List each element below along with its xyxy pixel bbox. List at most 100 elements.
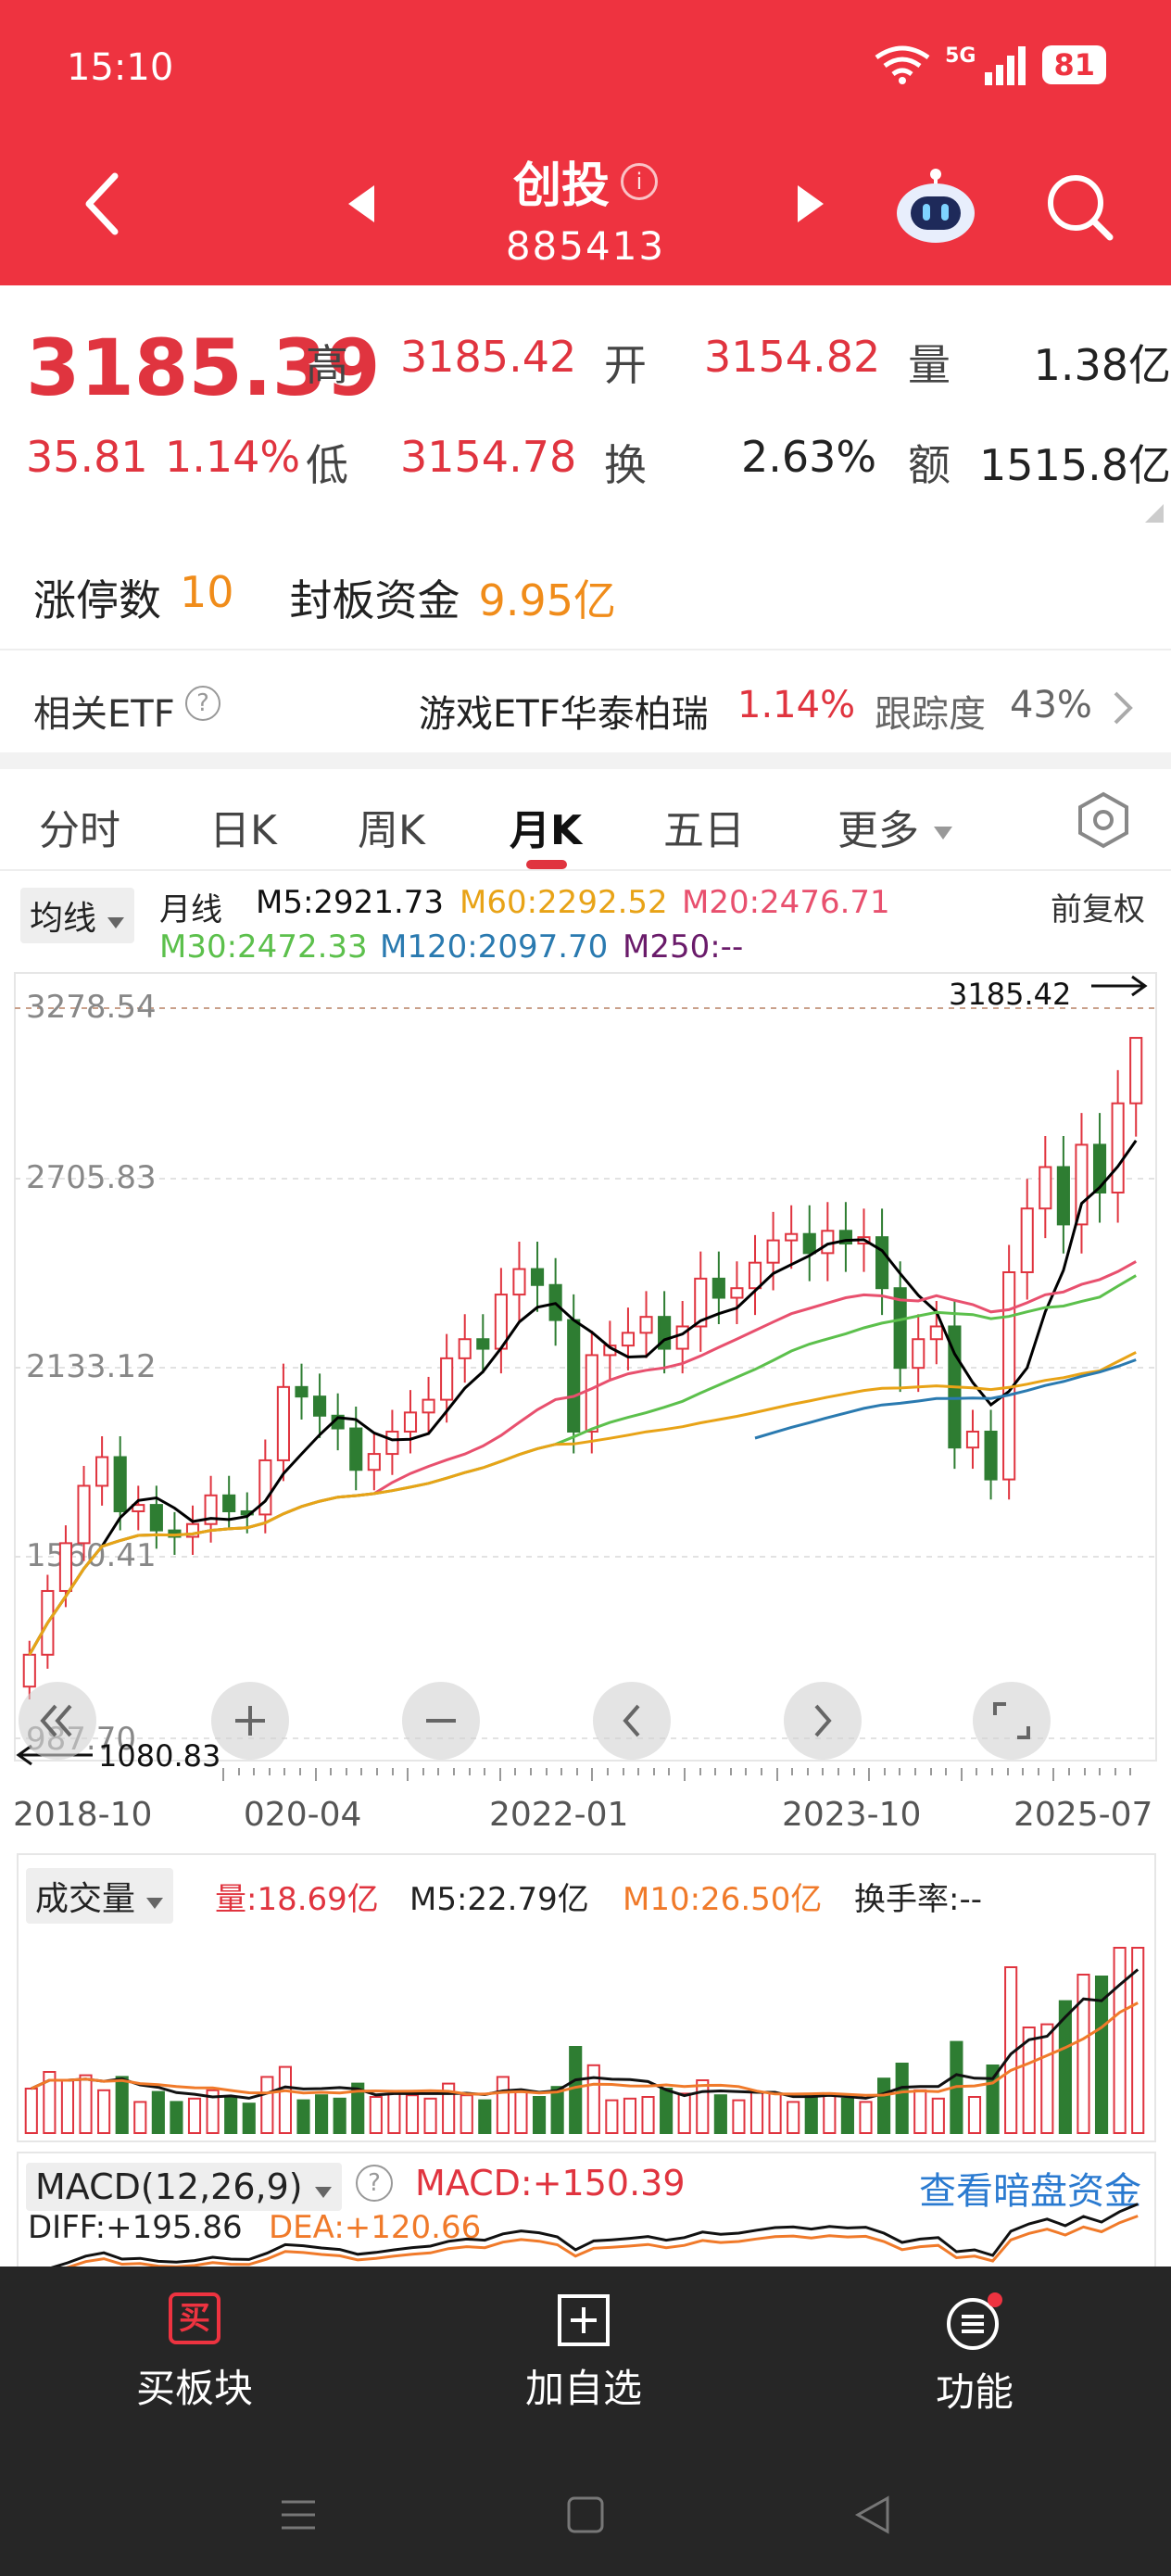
candle-body bbox=[149, 1504, 163, 1532]
active-tab-indicator bbox=[526, 860, 567, 869]
candle-body bbox=[113, 1456, 127, 1512]
limit-up-count-label: 涨停数 bbox=[33, 575, 161, 625]
date-tick-mark bbox=[330, 1768, 333, 1775]
search-icon[interactable] bbox=[1045, 172, 1115, 243]
date-tick-mark bbox=[1099, 1768, 1102, 1775]
candle-body bbox=[385, 1430, 399, 1456]
candle-body bbox=[77, 1484, 91, 1545]
volume-bar bbox=[43, 2071, 57, 2134]
date-tick-5: 2025-07 bbox=[1014, 1796, 1153, 1834]
candle-body bbox=[367, 1453, 381, 1471]
volume-bar bbox=[351, 2082, 365, 2135]
adjust-toggle[interactable]: 前复权 bbox=[1051, 891, 1145, 928]
etf-name[interactable]: 游戏ETF华泰柏瑞 bbox=[419, 693, 709, 736]
caret-down-icon bbox=[107, 917, 125, 928]
tab-five-day[interactable]: 五日 bbox=[663, 807, 745, 854]
volume-bar bbox=[478, 2099, 492, 2135]
volume-bar bbox=[224, 2096, 238, 2134]
turnover-value: 2.63% bbox=[741, 432, 877, 482]
tab-weekly-k[interactable]: 周K bbox=[358, 807, 425, 854]
tab-intraday[interactable]: 分时 bbox=[39, 807, 120, 854]
candle-body bbox=[875, 1236, 889, 1290]
date-tick-mark bbox=[652, 1768, 655, 1775]
tab-more[interactable]: 更多 bbox=[837, 797, 954, 856]
recent-apps-icon[interactable] bbox=[278, 2494, 319, 2535]
date-tick-mark bbox=[899, 1768, 901, 1775]
zoom-out-button[interactable] bbox=[402, 1682, 480, 1760]
dark-pool-link[interactable]: 查看暗盘资金 bbox=[919, 2170, 1141, 2213]
related-etf-row[interactable]: 相关ETF ? 游戏ETF华泰柏瑞 1.14% 跟踪度 43% bbox=[0, 649, 1171, 760]
scroll-right-button[interactable] bbox=[784, 1682, 862, 1760]
zoom-in-button[interactable] bbox=[211, 1682, 289, 1760]
candle-body bbox=[748, 1261, 762, 1290]
price-tick-4: 1560.41 bbox=[26, 1537, 157, 1574]
candle-body bbox=[766, 1239, 780, 1264]
price-axis: 3278.54 2705.83 2133.12 1560.41 987.70 bbox=[26, 989, 157, 1758]
date-tick-mark bbox=[791, 1768, 794, 1775]
candle-body bbox=[639, 1316, 653, 1334]
volume-bar bbox=[913, 2089, 927, 2135]
date-tick-mark bbox=[1022, 1768, 1025, 1775]
buy-sector-button[interactable]: 买 买板块 bbox=[83, 2292, 306, 2414]
indicator-selector[interactable]: 均线 bbox=[20, 888, 135, 943]
tracking-label: 跟踪度 bbox=[875, 693, 986, 736]
date-tick-mark bbox=[345, 1768, 347, 1775]
back-icon[interactable] bbox=[74, 167, 130, 241]
date-tick-mark bbox=[868, 1768, 871, 1781]
volume-ma10-line bbox=[31, 2001, 1139, 2097]
next-sector-icon[interactable] bbox=[792, 183, 829, 224]
robot-assistant-icon[interactable] bbox=[894, 167, 977, 245]
scroll-left-button[interactable] bbox=[593, 1682, 671, 1760]
expand-corner-icon[interactable] bbox=[1145, 504, 1164, 523]
volume-bar bbox=[967, 2096, 982, 2134]
tab-monthly-k[interactable]: 月K bbox=[510, 807, 583, 854]
date-tick-mark bbox=[607, 1768, 609, 1775]
date-tick-mark bbox=[314, 1768, 317, 1781]
legend-m60: M60:2292.52 bbox=[460, 884, 668, 921]
functions-button[interactable]: 功能 bbox=[863, 2292, 1086, 2418]
date-tick-mark bbox=[1068, 1768, 1070, 1775]
candle-body bbox=[349, 1427, 363, 1471]
date-tick-mark bbox=[360, 1768, 363, 1775]
seal-fund-label: 封板资金 bbox=[289, 575, 460, 625]
add-watchlist-button[interactable]: 加自选 bbox=[472, 2292, 695, 2414]
candle-body bbox=[476, 1338, 490, 1350]
volume-bar bbox=[1094, 1976, 1109, 2134]
open-value: 3154.82 bbox=[704, 332, 881, 382]
date-tick-mark bbox=[376, 1768, 378, 1775]
sector-code: 885413 bbox=[505, 223, 666, 269]
functions-label: 功能 bbox=[935, 2369, 1014, 2415]
volume-bar bbox=[787, 2101, 800, 2134]
turnover-label: 换 bbox=[604, 440, 647, 490]
settings-hexagon-icon[interactable] bbox=[1075, 791, 1132, 849]
volume-chart[interactable] bbox=[19, 1920, 1156, 2142]
prev-sector-icon[interactable] bbox=[343, 183, 380, 224]
kline-chart[interactable]: 3278.54 2705.83 2133.12 1560.41 987.70 3… bbox=[0, 971, 1171, 1787]
home-icon[interactable] bbox=[565, 2494, 606, 2535]
candle-body bbox=[295, 1385, 308, 1398]
scroll-start-button[interactable] bbox=[19, 1682, 96, 1760]
macd-selector-label: MACD(12,26,9) bbox=[35, 2166, 303, 2207]
chevron-right-icon[interactable] bbox=[1112, 689, 1134, 726]
etf-help-icon[interactable]: ? bbox=[185, 686, 220, 721]
max-arrow-icon bbox=[1091, 975, 1148, 997]
volume-bar bbox=[877, 2077, 891, 2134]
volume-bar bbox=[296, 2099, 310, 2135]
seal-fund-value: 9.95亿 bbox=[478, 575, 616, 625]
date-tick-mark bbox=[545, 1768, 548, 1775]
date-axis: 2018-10 2020-04 2022-01 2023-10 2025-07 bbox=[0, 1761, 1171, 1835]
volume-bar bbox=[1022, 2027, 1036, 2134]
date-tick-mark bbox=[761, 1768, 762, 1775]
tab-daily-k[interactable]: 日K bbox=[209, 807, 277, 854]
price-change: 35.81 bbox=[26, 432, 148, 482]
volume-bar bbox=[333, 2097, 346, 2135]
macd-indicator-selector[interactable]: MACD(12,26,9) bbox=[26, 2163, 342, 2211]
candle-body bbox=[965, 1430, 980, 1449]
macd-help-icon[interactable]: ? bbox=[356, 2165, 393, 2202]
volume-indicator-selector[interactable]: 成交量 bbox=[26, 1868, 174, 1924]
back-nav-icon[interactable] bbox=[852, 2494, 893, 2535]
caret-down-icon bbox=[314, 2187, 332, 2198]
volume-bar bbox=[696, 2079, 710, 2134]
fullscreen-button[interactable] bbox=[973, 1682, 1051, 1760]
info-icon[interactable]: i bbox=[621, 162, 658, 200]
